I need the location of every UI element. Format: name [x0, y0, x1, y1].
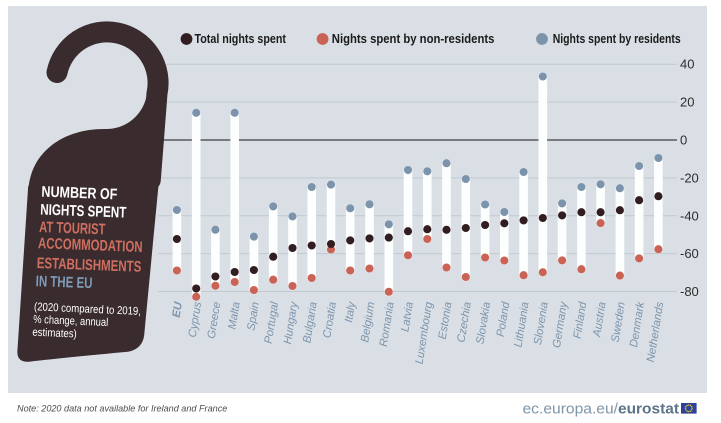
svg-text:Total nights spent: Total nights spent: [195, 31, 287, 46]
svg-text:AT TOURIST: AT TOURIST: [39, 219, 106, 238]
svg-text:Greece: Greece: [206, 301, 224, 339]
svg-text:-40: -40: [680, 208, 699, 223]
svg-text:ec.europa.eu/: ec.europa.eu/: [523, 401, 619, 418]
svg-text:eurostat: eurostat: [618, 401, 679, 418]
svg-text:Nights spent by non-residents: Nights spent by non-residents: [332, 31, 495, 46]
svg-text:Malta: Malta: [226, 301, 242, 330]
svg-text:NUMBER OF: NUMBER OF: [41, 184, 117, 204]
svg-text:% change, annual: % change, annual: [33, 314, 108, 329]
svg-text:20: 20: [680, 95, 694, 110]
svg-text:Estonia: Estonia: [437, 301, 455, 340]
svg-text:-80: -80: [680, 284, 699, 299]
svg-text:Note: 2020 data not available: Note: 2020 data not available for Irelan…: [17, 404, 227, 414]
svg-text:IN THE EU: IN THE EU: [35, 273, 92, 292]
svg-text:-20: -20: [680, 170, 699, 185]
svg-text:NIGHTS SPENT: NIGHTS SPENT: [40, 202, 127, 222]
svg-text:Italy: Italy: [343, 300, 358, 324]
svg-text:Austria: Austria: [591, 301, 609, 339]
svg-text:Finland: Finland: [572, 300, 590, 339]
svg-text:40: 40: [680, 57, 694, 72]
svg-text:0: 0: [680, 133, 687, 148]
svg-text:Latvia: Latvia: [399, 301, 416, 333]
svg-text:estimates): estimates): [32, 327, 77, 341]
svg-text:EU: EU: [171, 300, 185, 318]
svg-text:-60: -60: [680, 246, 699, 261]
svg-text:Cyprus: Cyprus: [187, 301, 205, 339]
svg-text:(2020 compared to 2019,: (2020 compared to 2019,: [34, 301, 141, 318]
svg-text:Poland: Poland: [495, 300, 512, 337]
svg-text:ACCOMMODATION: ACCOMMODATION: [38, 235, 143, 256]
svg-text:Spain: Spain: [245, 301, 261, 331]
svg-text:ESTABLISHMENTS: ESTABLISHMENTS: [36, 255, 141, 276]
svg-text:Nights spent by residents: Nights spent by residents: [553, 31, 681, 46]
svg-text:Croatia: Croatia: [321, 301, 339, 339]
